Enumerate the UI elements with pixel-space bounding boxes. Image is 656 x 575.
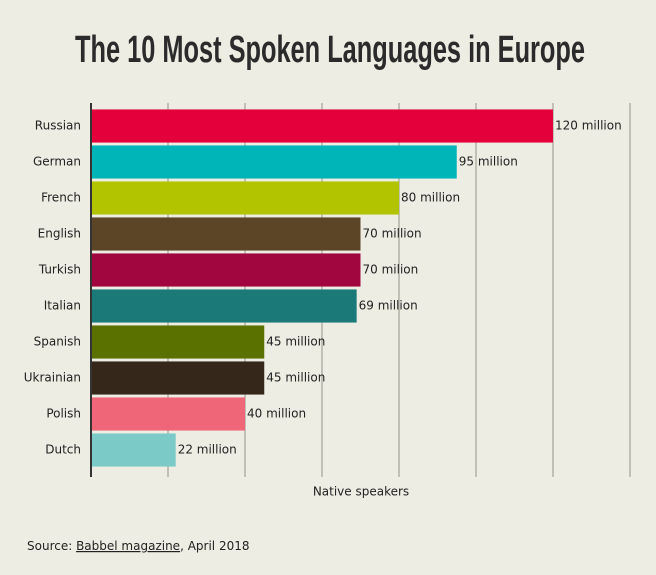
source-prefix: Source: — [27, 539, 76, 553]
y-tick-label: Turkish — [38, 263, 81, 277]
y-tick-label: English — [38, 227, 81, 241]
y-tick-label: Italian — [44, 299, 81, 313]
y-tick-label: Ukrainian — [24, 371, 81, 385]
source-link[interactable]: Babbel magazine — [76, 539, 180, 553]
value-label: 70 million — [363, 227, 422, 241]
bar — [91, 145, 457, 179]
source-suffix: , April 2018 — [180, 539, 249, 553]
source: Source: Babbel magazine, April 2018 — [27, 539, 250, 553]
value-label: 45 million — [266, 335, 325, 349]
value-label: 45 million — [266, 371, 325, 385]
y-tick-label: Spanish — [34, 335, 81, 349]
value-label: 40 million — [247, 407, 306, 421]
chart-title: The 10 Most Spoken Languages in Europe — [75, 29, 585, 71]
bar — [91, 253, 361, 287]
y-tick-label: Dutch — [45, 443, 81, 457]
value-label: 95 million — [459, 155, 518, 169]
y-tick-label: Polish — [46, 407, 81, 421]
bar — [91, 217, 361, 251]
value-label: 80 million — [401, 191, 460, 205]
value-label: 70 milion — [363, 263, 419, 277]
bar — [91, 433, 176, 467]
bar — [91, 289, 357, 323]
bar — [91, 361, 265, 395]
value-label: 69 million — [359, 299, 418, 313]
bar — [91, 181, 399, 215]
y-tick-label: German — [33, 155, 81, 169]
value-label: 22 million — [178, 443, 237, 457]
bar — [91, 397, 245, 431]
y-tick-label: Russian — [35, 119, 81, 133]
y-tick-label: French — [41, 191, 81, 205]
value-label: 120 million — [555, 119, 622, 133]
bar — [91, 325, 265, 359]
bar — [91, 109, 553, 143]
x-axis-label: Native speakers — [313, 485, 409, 499]
